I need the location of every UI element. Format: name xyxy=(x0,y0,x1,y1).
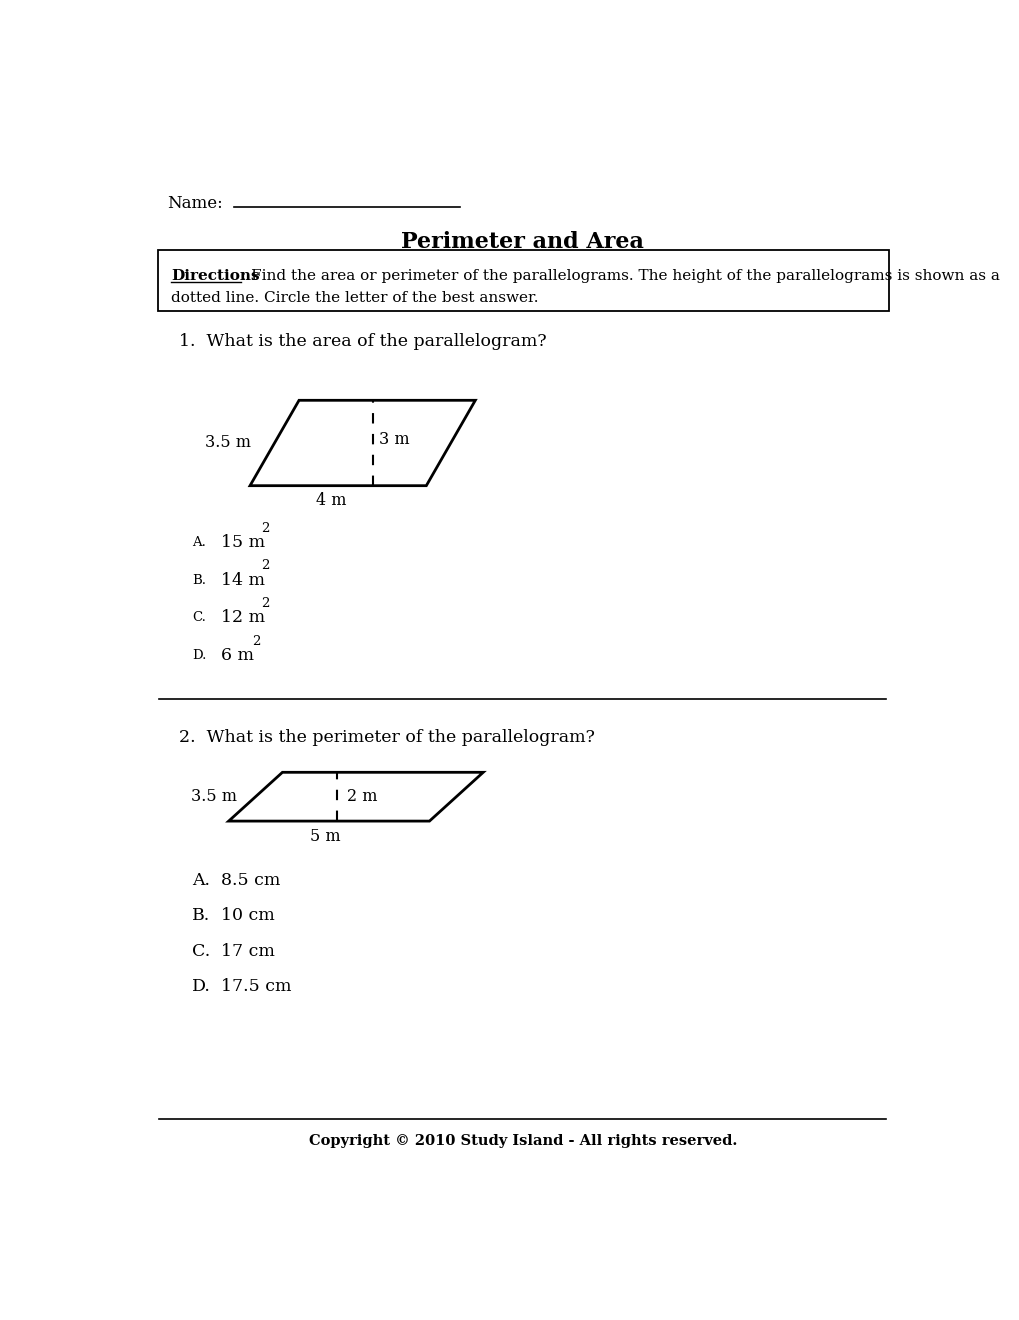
Text: 6 m: 6 m xyxy=(220,647,254,664)
Text: 2: 2 xyxy=(261,597,269,610)
Text: A.: A. xyxy=(193,536,206,549)
Text: 3.5 m: 3.5 m xyxy=(191,788,236,805)
Text: Name:: Name: xyxy=(167,194,222,211)
Text: 3.5 m: 3.5 m xyxy=(205,434,251,451)
Text: 2 m: 2 m xyxy=(346,788,377,805)
Text: 2: 2 xyxy=(252,635,260,648)
Text: Copyright © 2010 Study Island - All rights reserved.: Copyright © 2010 Study Island - All righ… xyxy=(309,1134,736,1148)
Text: 17.5 cm: 17.5 cm xyxy=(220,978,291,995)
Text: 1.  What is the area of the parallelogram?: 1. What is the area of the parallelogram… xyxy=(178,333,546,350)
Text: 3 m: 3 m xyxy=(378,432,409,449)
FancyBboxPatch shape xyxy=(157,249,888,312)
Text: 17 cm: 17 cm xyxy=(220,942,274,960)
Text: 5 m: 5 m xyxy=(310,828,340,845)
Text: C.: C. xyxy=(193,611,206,624)
Text: A.: A. xyxy=(193,871,210,888)
Text: : Find the area or perimeter of the parallelograms. The height of the parallelog: : Find the area or perimeter of the para… xyxy=(242,269,1000,284)
Text: C.: C. xyxy=(193,942,210,960)
Text: 4 m: 4 m xyxy=(316,492,346,510)
Text: 15 m: 15 m xyxy=(220,535,265,550)
Text: Directions: Directions xyxy=(171,269,260,284)
Text: 14 m: 14 m xyxy=(220,572,265,589)
Text: 2: 2 xyxy=(261,521,269,535)
Text: B.: B. xyxy=(193,574,206,586)
Text: 2.  What is the perimeter of the parallelogram?: 2. What is the perimeter of the parallel… xyxy=(178,729,594,746)
Text: 10 cm: 10 cm xyxy=(220,907,274,924)
Text: D.: D. xyxy=(193,649,207,661)
Text: D.: D. xyxy=(193,978,211,995)
Text: 2: 2 xyxy=(261,560,269,573)
Text: 12 m: 12 m xyxy=(220,610,265,626)
Text: Perimeter and Area: Perimeter and Area xyxy=(400,231,644,252)
Text: B.: B. xyxy=(193,907,210,924)
Text: 8.5 cm: 8.5 cm xyxy=(220,871,280,888)
Text: dotted line. Circle the letter of the best answer.: dotted line. Circle the letter of the be… xyxy=(171,290,538,305)
